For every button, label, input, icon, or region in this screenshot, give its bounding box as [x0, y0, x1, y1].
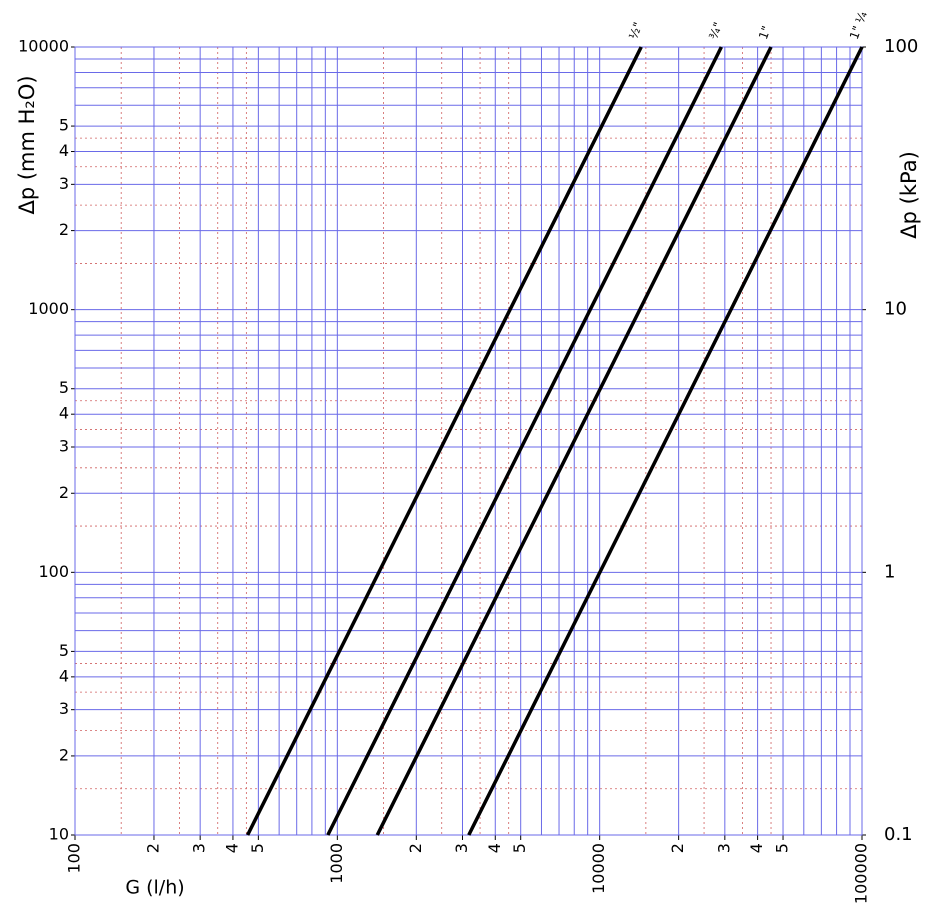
curve: [375, 46, 773, 836]
x-tick-label: 3: [452, 843, 471, 853]
x-tick-label: 4: [222, 843, 241, 853]
y-tick-label: 1000: [28, 299, 69, 318]
x-axis-title: G (l/h): [125, 877, 184, 899]
x-tick-label: 5: [773, 843, 792, 853]
y2-axis-title: Δp (kPa): [897, 151, 921, 239]
y-tick-label: 4: [59, 666, 69, 685]
curve: [326, 46, 723, 836]
x-tick-label: 1000: [327, 843, 346, 884]
y-tick-label: 3: [59, 174, 69, 193]
y2-tick-label: 10: [884, 299, 907, 320]
x-tick-label: 3: [714, 843, 733, 853]
curve-label: 1": [756, 24, 774, 41]
x-tick-label: 100000: [852, 843, 871, 904]
y-tick-label: 10000: [18, 37, 69, 56]
y-tick-label: 100: [38, 562, 69, 581]
y-tick-label: 2: [59, 745, 69, 764]
x-tick-label: 10000: [589, 843, 608, 894]
x-tick-label: 3: [190, 843, 209, 853]
curve: [467, 46, 864, 836]
y-axis-title: Δp (mm H₂O): [15, 75, 39, 214]
y2-tick-label: 100: [884, 36, 918, 57]
x-tick-label: 2: [406, 843, 425, 853]
x-tick-label: 2: [143, 843, 162, 853]
y-tick-label: 10: [49, 825, 69, 844]
x-tick-label: 4: [485, 843, 504, 853]
curve: [246, 46, 643, 836]
y-tick-label: 5: [59, 116, 69, 135]
x-tick-label: 5: [248, 843, 267, 853]
x-tick-label: 4: [747, 843, 766, 853]
x-tick-label: 100: [65, 843, 84, 874]
y-tick-label: 4: [59, 404, 69, 423]
curve-label: ½": [626, 20, 645, 41]
curve-label: ¾": [706, 20, 725, 41]
y-tick-label: 5: [59, 641, 69, 660]
y2-tick-label: 1: [884, 561, 895, 582]
y-tick-label: 3: [59, 437, 69, 456]
y-tick-label: 2: [59, 483, 69, 502]
y-tick-label: 4: [59, 141, 69, 160]
plot-frame: [74, 46, 863, 836]
y-tick-label: 3: [59, 699, 69, 718]
x-tick-label: 2: [668, 843, 687, 853]
y-tick-label: 2: [59, 220, 69, 239]
x-tick-label: 5: [510, 843, 529, 853]
y2-tick-label: 0.1: [884, 824, 913, 845]
y-tick-label: 5: [59, 378, 69, 397]
